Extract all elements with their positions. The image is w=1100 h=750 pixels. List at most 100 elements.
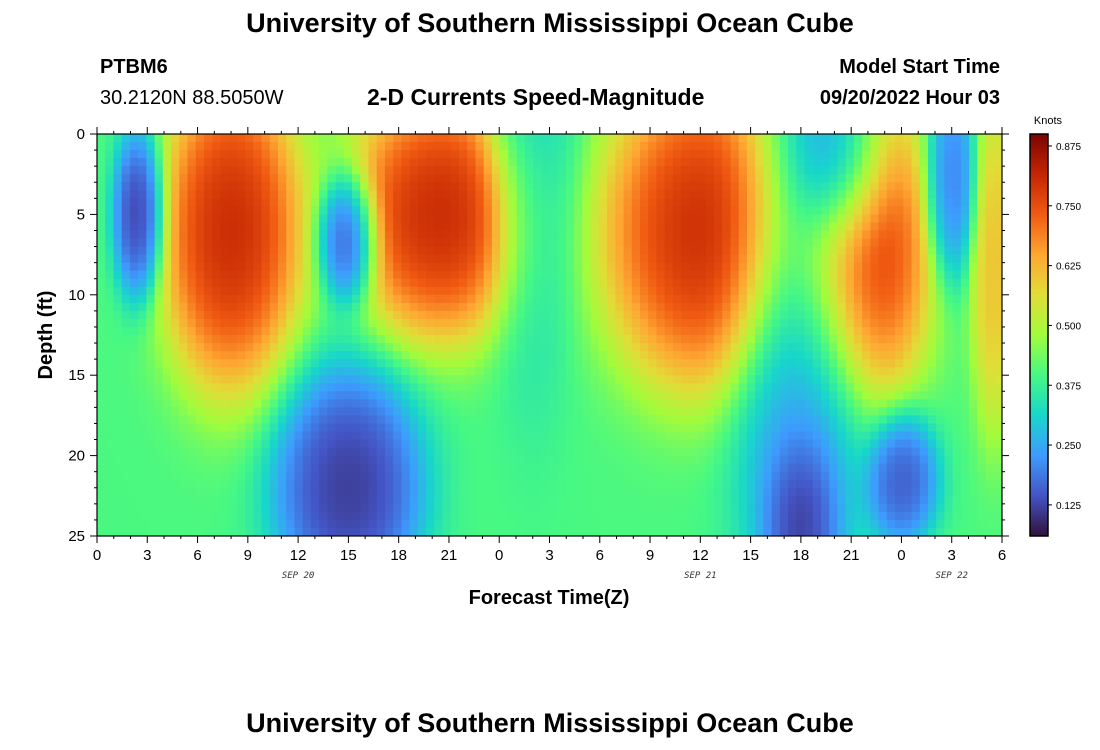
heatmap-cell	[491, 294, 501, 304]
heatmap-cell	[384, 527, 394, 536]
heatmap-cell	[483, 286, 493, 296]
heatmap-cell	[195, 302, 205, 312]
heatmap-cell	[590, 519, 600, 529]
heatmap-cell	[903, 431, 913, 441]
heatmap-cell	[393, 150, 403, 159]
heatmap-cell	[483, 222, 493, 232]
heatmap-cell	[450, 318, 460, 328]
heatmap-cell	[582, 503, 592, 513]
heatmap-cell	[631, 423, 641, 433]
heatmap-cell	[187, 343, 197, 352]
heatmap-cell	[228, 174, 238, 183]
heatmap-cell	[771, 463, 781, 473]
heatmap-cell	[755, 270, 765, 280]
heatmap-cell	[269, 495, 279, 505]
heatmap-cell	[689, 431, 699, 441]
heatmap-cell	[903, 399, 913, 408]
heatmap-cell	[763, 479, 773, 489]
heatmap-cell	[319, 383, 328, 392]
heatmap-cell	[138, 270, 147, 280]
heatmap-cell	[730, 246, 740, 256]
heatmap-cell	[788, 142, 797, 151]
heatmap-cell	[738, 399, 748, 408]
heatmap-cell	[771, 142, 781, 151]
heatmap-cell	[171, 190, 180, 199]
heatmap-cell	[401, 286, 411, 296]
heatmap-cell	[829, 262, 839, 272]
heatmap-cell	[705, 463, 715, 473]
heatmap-cell	[286, 415, 296, 425]
heatmap-cell	[327, 142, 337, 151]
heatmap-cell	[565, 318, 575, 328]
heatmap-cell	[261, 230, 271, 240]
heatmap-cell	[590, 230, 600, 240]
heatmap-cell	[500, 134, 509, 143]
heatmap-cell	[491, 182, 501, 191]
heatmap-cell	[738, 150, 748, 159]
heatmap-cell	[228, 431, 238, 441]
heatmap-cell	[269, 230, 279, 240]
heatmap-cell	[853, 391, 863, 400]
heatmap-cell	[640, 134, 649, 143]
heatmap-cell	[236, 351, 246, 360]
heatmap-cell	[228, 278, 238, 288]
heatmap-cell	[162, 142, 172, 151]
heatmap-cell	[319, 367, 328, 376]
heatmap-cell	[746, 326, 756, 336]
heatmap-cell	[393, 407, 403, 416]
heatmap-cell	[171, 302, 180, 312]
heatmap-cell	[878, 326, 888, 336]
heatmap-cell	[565, 479, 575, 489]
heatmap-cell	[442, 375, 452, 384]
heatmap-cell	[434, 182, 444, 191]
heatmap-cell	[697, 174, 707, 183]
heatmap-cell	[524, 455, 534, 465]
heatmap-cell	[434, 150, 444, 159]
heatmap-cell	[442, 142, 452, 151]
heatmap-cell	[837, 222, 847, 232]
heatmap-cell	[179, 294, 189, 304]
heatmap-cell	[384, 134, 394, 143]
heatmap-cell	[352, 166, 361, 175]
heatmap-cell	[212, 222, 222, 232]
heatmap-cell	[105, 383, 115, 392]
heatmap-cell	[253, 254, 263, 264]
heatmap-cell	[582, 463, 592, 473]
heatmap-cell	[467, 134, 477, 143]
heatmap-cell	[475, 150, 485, 159]
heatmap-cell	[401, 479, 411, 489]
heatmap-cell	[269, 294, 279, 304]
heatmap-cell	[895, 214, 904, 224]
heatmap-cell	[393, 375, 403, 384]
heatmap-cell	[796, 262, 806, 272]
heatmap-cell	[302, 182, 312, 191]
heatmap-cell	[278, 278, 287, 288]
heatmap-cell	[582, 391, 592, 400]
heatmap-cell	[236, 158, 246, 167]
heatmap-cell	[640, 190, 649, 199]
heatmap-cell	[129, 182, 139, 191]
heatmap-cell	[467, 351, 477, 360]
heatmap-cell	[549, 206, 559, 215]
heatmap-cell	[664, 367, 674, 376]
heatmap-cell	[253, 527, 263, 536]
heatmap-cell	[352, 399, 361, 408]
heatmap-cell	[327, 527, 337, 536]
heatmap-cell	[903, 495, 913, 505]
heatmap-cell	[549, 503, 559, 513]
heatmap-cell	[442, 487, 452, 497]
heatmap-cell	[220, 439, 230, 449]
heatmap-cell	[360, 150, 370, 159]
heatmap-cell	[722, 262, 732, 272]
heatmap-cell	[491, 527, 501, 536]
heatmap-cell	[845, 447, 855, 457]
heatmap-cell	[253, 479, 263, 489]
heatmap-cell	[779, 463, 789, 473]
heatmap-cell	[812, 166, 822, 175]
heatmap-cell	[771, 262, 781, 272]
heatmap-cell	[533, 134, 542, 143]
heatmap-cell	[121, 310, 131, 320]
heatmap-cell	[220, 527, 230, 536]
heatmap-cell	[804, 182, 814, 191]
heatmap-cell	[269, 270, 279, 280]
